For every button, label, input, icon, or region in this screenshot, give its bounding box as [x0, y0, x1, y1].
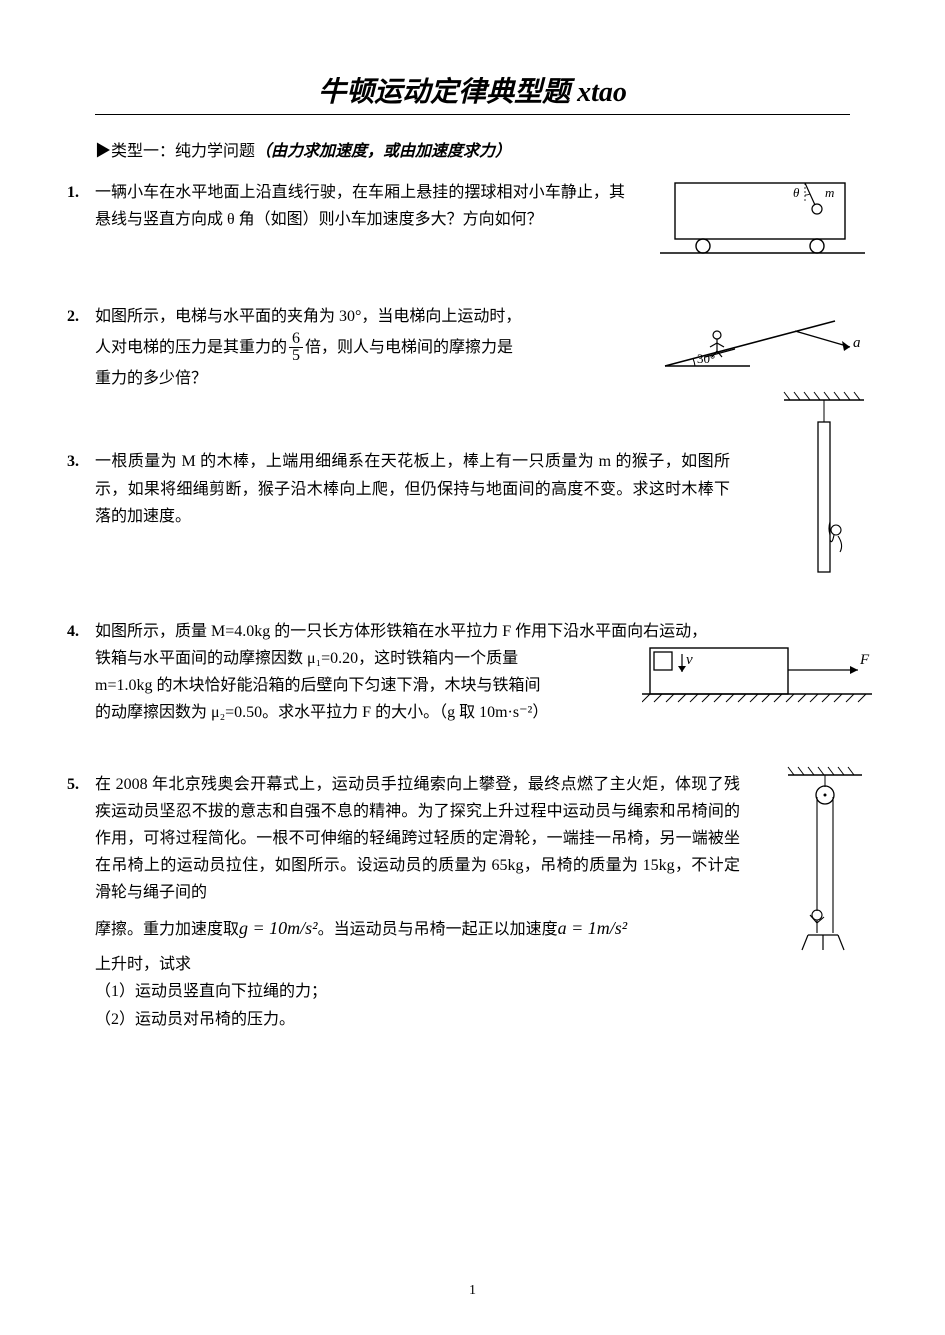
problem-4-number: 4. [67, 618, 79, 645]
problem-5: 5. 在 2008 年北京残奥会开幕式上，运动员手拉绳索向上攀登，最终点燃了主火… [95, 771, 850, 1033]
section-header-emph: （由力求加速度，或由加速度求力） [255, 143, 511, 160]
svg-text:a: a [853, 335, 861, 351]
page-number: 1 [0, 1283, 945, 1299]
problem-2-frac-post: 倍，则人与电梯间的摩擦力是 [305, 339, 513, 356]
figure-2: 30° a [655, 311, 870, 390]
problem-2-number: 2. [67, 303, 79, 330]
problem-5-text: 在 2008 年北京残奥会开幕式上，运动员手拉绳索向上攀登，最终点燃了主火炬，体… [95, 771, 850, 1033]
problem-4: 4. 如图所示，质量 M=4.0kg 的一只长方体形铁箱在水平拉力 F 作用下沿… [95, 618, 850, 727]
problem-5-sub1: （1）运动员竖直向下拉绳的力； [95, 978, 850, 1005]
problem-5-number: 5. [67, 771, 79, 798]
problem-3-body: 一根质量为 M 的木棒，上端用细绳系在天花板上，棒上有一只质量为 m 的猴子，如… [95, 448, 850, 530]
svg-text:v: v [686, 652, 693, 668]
fraction-denominator: 5 [289, 348, 303, 365]
section-header: ▶类型一：纯力学问题（由力求加速度，或由加速度求力） [95, 137, 850, 161]
svg-text:m: m [825, 185, 834, 200]
figure-1: θ m [655, 173, 870, 272]
problem-3-text: 一根质量为 M 的木棒，上端用细绳系在天花板上，棒上有一只质量为 m 的猴子，如… [95, 448, 850, 530]
problem-1-number: 1. [67, 179, 79, 206]
g-expression: g = 10m/s² [239, 918, 318, 938]
problem-3-number: 3. [67, 448, 79, 475]
figure-4: v F [642, 642, 872, 721]
title-underline [95, 114, 850, 115]
a-expression: a = 1m/s² [558, 918, 628, 938]
fraction-numerator: 6 [289, 331, 303, 349]
section-header-text: ▶类型一：纯力学问题 [95, 143, 255, 160]
svg-text:30°: 30° [697, 351, 715, 366]
problem-5-sub2: （2）运动员对吊椅的压力。 [95, 1006, 850, 1033]
problem-1: 1. 一辆小车在水平地面上沿直线行驶，在车厢上悬挂的摆球相对小车静止，其悬线与竖… [95, 179, 850, 233]
document-title: 牛顿运动定律典型题 xtao [95, 70, 850, 110]
problem-5-b-mid: 。当运动员与吊椅一起正以加速度 [318, 921, 558, 938]
problem-5-line-a: 在 2008 年北京残奥会开幕式上，运动员手拉绳索向上攀登，最终点燃了主火炬，体… [95, 771, 850, 907]
problem-3: 3. 一根质量为 M 的木棒，上端用细绳系在天花板上，棒上有一只质量为 m 的猴… [95, 448, 850, 530]
problem-5-line-b: 摩擦。重力加速度取g = 10m/s²。当运动员与吊椅一起正以加速度a = 1m… [95, 913, 850, 944]
page: 牛顿运动定律典型题 xtao ▶类型一：纯力学问题（由力求加速度，或由加速度求力… [0, 0, 945, 1335]
figure-5 [780, 765, 870, 974]
problem-2-frac-pre: 人对电梯的压力是其重力的 [95, 339, 287, 356]
problem-5-line-c: 上升时，试求 [95, 951, 850, 978]
svg-text:F: F [859, 652, 870, 668]
problem-2: 2. 如图所示，电梯与水平面的夹角为 30°，当电梯向上运动时， 人对电梯的压力… [95, 303, 850, 392]
figure-3 [772, 390, 872, 599]
svg-text:θ: θ [793, 185, 800, 200]
fraction-6-5: 65 [289, 331, 303, 366]
problem-5-b-pre: 摩擦。重力加速度取 [95, 921, 239, 938]
